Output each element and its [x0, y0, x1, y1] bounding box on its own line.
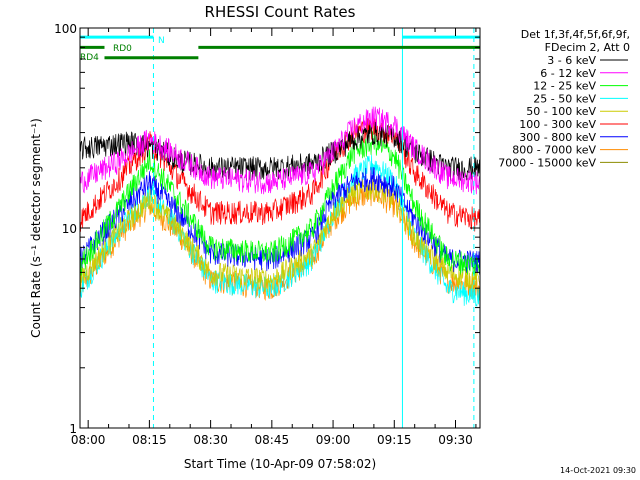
legend-header-line-1: Det 1f,3f,4f,5f,6f,9f,: [521, 28, 630, 41]
footer-timestamp: 14-Oct-2021 09:30: [560, 466, 636, 475]
x-tick-label: 09:30: [438, 433, 473, 447]
legend-item-label: 300 - 800 keV: [519, 131, 596, 144]
x-axis: 08:00 08:15 08:30 08:45 09:00 09:15 09:30: [71, 28, 477, 447]
plot-area: N RD0 RD4: [79, 28, 481, 428]
annotation-label: RD4: [80, 53, 99, 63]
y-tick-label: 100: [54, 22, 77, 36]
legend-header-line-2: FDecim 2, Att 0: [545, 41, 630, 54]
legend-item-label: 3 - 6 keV: [547, 54, 596, 67]
x-tick-label: 08:15: [132, 433, 167, 447]
annotation-label: RD0: [113, 44, 132, 54]
y-axis-label: Count Rate (s⁻¹ detector segment⁻¹): [29, 118, 43, 338]
x-tick-label: 08:30: [193, 433, 228, 447]
legend-item-label: 50 - 100 keV: [526, 105, 596, 118]
series-line: [79, 176, 481, 293]
chart-title: RHESSI Count Rates: [205, 3, 356, 21]
y-tick-label: 10: [62, 222, 77, 236]
y-axis: 1 10 100: [54, 22, 480, 436]
annotation-label: N: [158, 36, 165, 46]
legend: Det 1f,3f,4f,5f,6f,9f, FDecim 2, Att 0 3…: [498, 28, 630, 169]
legend-item-label: 12 - 25 keV: [533, 80, 596, 93]
legend-item-label: 6 - 12 keV: [540, 67, 596, 80]
x-tick-label: 08:00: [71, 433, 106, 447]
y-tick-label: 1: [69, 422, 77, 436]
legend-item-label: 800 - 7000 keV: [512, 144, 596, 157]
x-tick-label: 09:00: [316, 433, 351, 447]
x-tick-label: 08:45: [255, 433, 290, 447]
legend-item-label: 25 - 50 keV: [533, 92, 596, 105]
series-line: [79, 106, 481, 195]
x-axis-label: Start Time (10-Apr-09 07:58:02): [184, 457, 376, 471]
x-tick-label: 09:15: [377, 433, 412, 447]
series-line: [79, 131, 481, 278]
legend-item-label: 7000 - 15000 keV: [498, 156, 596, 169]
legend-item-label: 100 - 300 keV: [519, 118, 596, 131]
